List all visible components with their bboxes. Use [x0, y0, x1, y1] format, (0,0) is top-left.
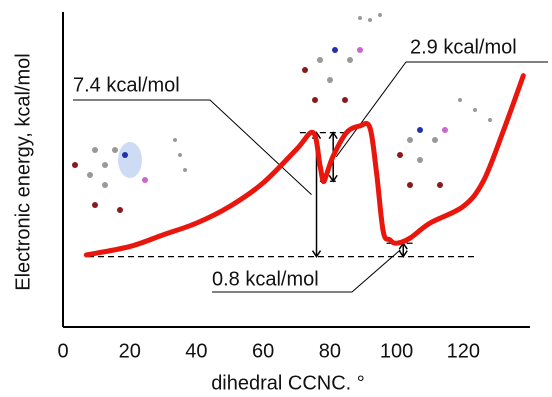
chart: dihedral CCNC. ° Electronic energy, kcal…	[0, 0, 552, 397]
x-tick-label: 0	[57, 340, 68, 362]
leader	[73, 100, 312, 195]
annotation: 2.9 kcal/mol	[410, 36, 517, 58]
x-tick-label: 80	[319, 340, 341, 362]
y-axis-label: Electronic energy, kcal/mol	[12, 53, 34, 291]
x-tick-label: 120	[447, 340, 480, 362]
leader	[336, 62, 548, 157]
x-tick-label: 100	[380, 340, 413, 362]
x-tick-label: 40	[185, 340, 207, 362]
molecule-left	[72, 138, 187, 213]
annotation: 7.4 kcal/mol	[73, 74, 180, 96]
x-tick-label: 60	[252, 340, 274, 362]
energy-curve	[86, 76, 523, 255]
molecule-top	[302, 13, 382, 103]
molecule-right	[397, 98, 492, 188]
annotation: 0.8 kcal/mol	[212, 268, 319, 290]
x-axis-label: dihedral CCNC. °	[211, 372, 365, 394]
x-tick-label: 20	[119, 340, 141, 362]
